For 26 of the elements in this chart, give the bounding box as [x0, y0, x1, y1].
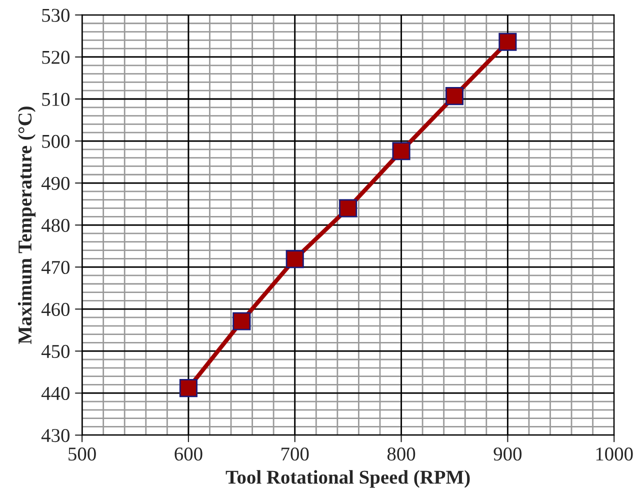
x-tick-label: 700: [282, 447, 309, 461]
y-tick-label: 430: [41, 428, 70, 442]
y-tick-label: 480: [41, 218, 70, 232]
point: [498, 32, 517, 51]
y-axis-title: Maximum Temperature (°C): [18, 106, 36, 344]
y-tick-label: 450: [41, 344, 70, 358]
y-tick-label: 530: [42, 8, 70, 22]
x-tick-label: 1000: [596, 447, 633, 461]
x-tick-label: 900: [494, 447, 522, 461]
x-tick-label: 800: [387, 447, 416, 461]
y-tick-label: 520: [42, 50, 70, 64]
y-tick-label: 460: [41, 302, 70, 316]
point: [392, 142, 410, 160]
y-tick-label: 500: [42, 134, 70, 148]
point: [339, 199, 358, 218]
point: [286, 250, 304, 268]
x-tick-label: 500: [68, 447, 96, 461]
y-tick-label: 510: [42, 92, 70, 106]
point: [179, 379, 198, 398]
y-tick-label: 470: [41, 260, 70, 274]
point: [445, 87, 464, 106]
y-tick-label: 490: [41, 176, 70, 190]
x-axis-title: Tool Rotational Speed (RPM): [226, 470, 470, 488]
y-tick-label: 440: [41, 386, 70, 400]
point: [232, 312, 251, 330]
x-tick-label: 600: [174, 447, 202, 461]
